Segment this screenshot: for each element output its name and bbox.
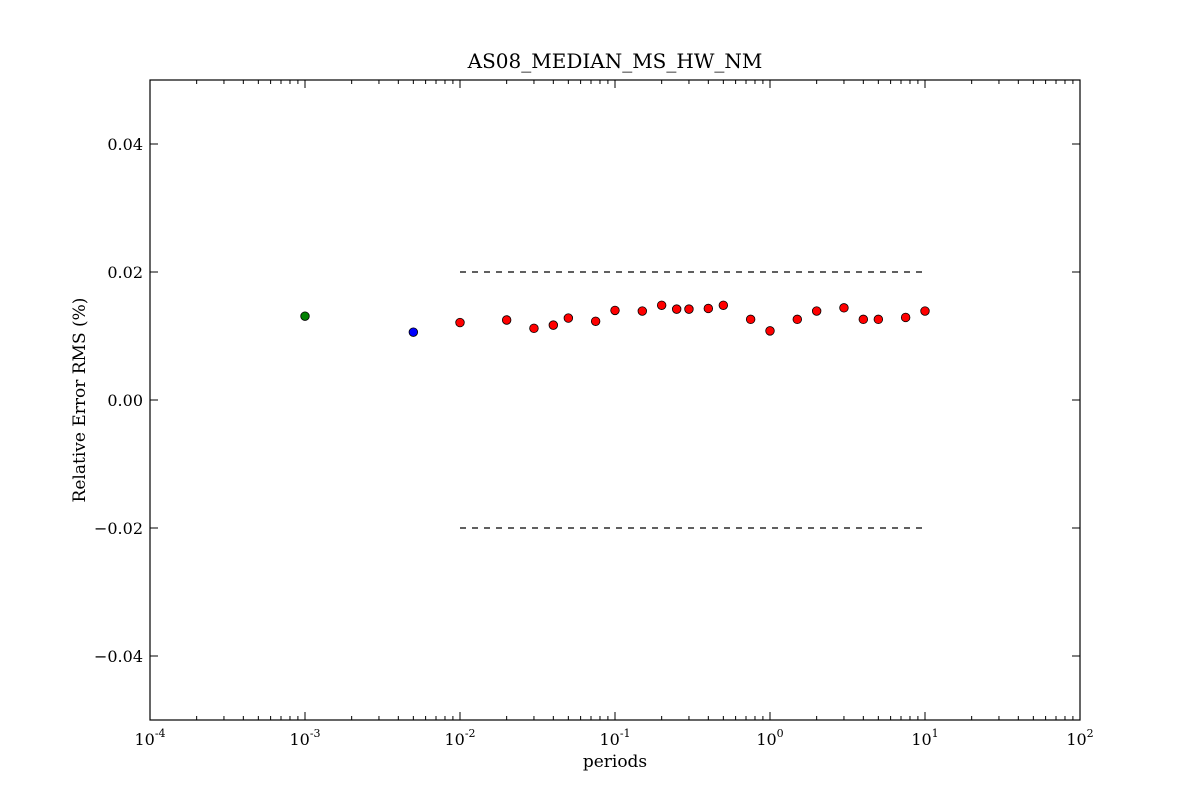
x-tick-label: 10-2 [444,727,475,749]
data-point [671,304,682,314]
data-point [745,314,756,325]
data-point [703,303,714,314]
x-tick-label: 10-3 [289,727,320,749]
x-tick-label: 10-1 [599,727,630,749]
x-tick-label: 10-4 [134,727,165,749]
data-point [920,306,930,316]
x-axis-label: periods [583,752,647,772]
data-point [873,314,884,325]
data-point [656,300,667,310]
y-tick-label: 0.04 [107,135,143,154]
data-point [637,306,647,316]
y-axis-label: Relative Error RMS (%) [70,298,90,503]
plot-area: 10-4 10-3 10-2 10-1 100 101 102 0.04 0.02 0.00 −0.… [94,79,1094,749]
data-point [900,312,911,323]
data-point [408,327,419,337]
y-tick-label: 0.02 [107,263,143,282]
data-point [590,316,601,326]
y-tick-label: −0.04 [94,647,143,666]
data-point [610,305,620,316]
data-point [792,314,802,325]
x-tick-label: 101 [911,727,938,749]
x-tick-label: 102 [1066,727,1093,749]
x-tick-label: 100 [756,727,783,749]
data-point [811,306,822,316]
plot-frame [149,79,1081,721]
data-point [300,311,310,321]
data-point [548,320,559,330]
data-point [529,323,539,334]
data-point [718,300,729,310]
y-tick-label: −0.02 [94,519,143,538]
data-point [839,303,849,313]
data-point [765,326,775,336]
data-point [563,313,574,323]
chart-title: AS08_MEDIAN_MS_HW_NM [467,49,763,73]
data-point [455,317,465,328]
data-point [858,314,869,325]
data-point [684,304,694,314]
data-point [501,315,512,325]
y-tick-label: 0.00 [107,391,143,410]
